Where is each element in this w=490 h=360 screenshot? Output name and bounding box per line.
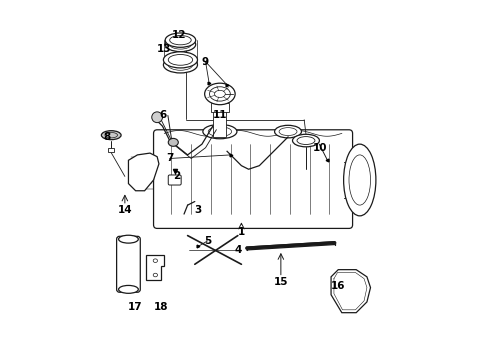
Text: 5: 5 — [204, 236, 211, 246]
Ellipse shape — [274, 125, 301, 138]
Ellipse shape — [164, 57, 197, 73]
Text: 3: 3 — [195, 206, 202, 216]
Text: 2: 2 — [173, 171, 180, 181]
FancyBboxPatch shape — [153, 130, 353, 228]
Ellipse shape — [293, 134, 319, 147]
Text: 4: 4 — [234, 245, 242, 255]
Ellipse shape — [203, 125, 237, 139]
Ellipse shape — [164, 52, 197, 68]
Ellipse shape — [343, 144, 376, 216]
Ellipse shape — [119, 235, 138, 243]
Ellipse shape — [205, 83, 235, 105]
Ellipse shape — [168, 138, 178, 146]
Ellipse shape — [152, 112, 163, 123]
Text: 18: 18 — [153, 302, 168, 312]
Text: 12: 12 — [172, 30, 186, 40]
Ellipse shape — [119, 285, 138, 293]
Text: 7: 7 — [166, 153, 173, 163]
Bar — [108, 148, 115, 152]
FancyBboxPatch shape — [168, 175, 181, 185]
Text: 1: 1 — [238, 227, 245, 237]
Polygon shape — [331, 270, 370, 313]
Text: 17: 17 — [128, 302, 143, 312]
Text: 14: 14 — [118, 206, 132, 216]
Bar — [214, 94, 226, 137]
Text: 13: 13 — [157, 44, 171, 54]
Ellipse shape — [101, 131, 121, 140]
Text: 15: 15 — [273, 277, 288, 287]
Text: 9: 9 — [202, 57, 209, 67]
Polygon shape — [128, 153, 159, 191]
Polygon shape — [147, 255, 164, 280]
Bar — [211, 103, 229, 112]
Ellipse shape — [165, 37, 196, 51]
Text: 16: 16 — [331, 281, 345, 291]
Ellipse shape — [165, 33, 196, 47]
FancyBboxPatch shape — [117, 236, 140, 292]
Text: 8: 8 — [103, 132, 111, 142]
Text: 6: 6 — [159, 111, 166, 121]
Text: 10: 10 — [313, 143, 327, 153]
Text: 11: 11 — [213, 111, 227, 121]
